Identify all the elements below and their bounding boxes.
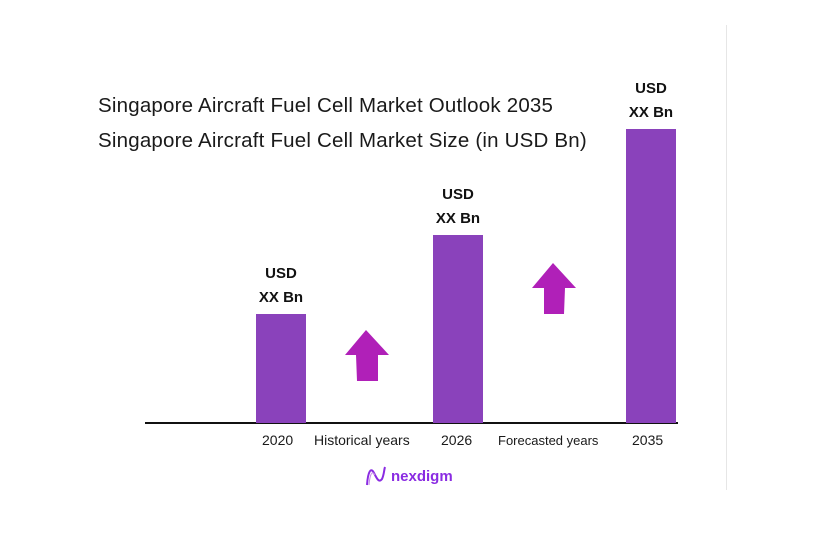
data-label-value: XX Bn <box>435 210 481 227</box>
nexdigm-logo: nexdigm <box>365 465 453 487</box>
data-label-value: XX Bn <box>628 104 674 121</box>
x-tick-2035: 2035 <box>632 432 664 448</box>
up-arrow-icon <box>345 330 389 381</box>
period-label-forecasted: Forecasted years <box>498 433 599 448</box>
x-tick-2020: 2020 <box>262 432 294 448</box>
nexdigm-logo-icon <box>366 466 386 486</box>
data-label-value: XX Bn <box>258 289 304 306</box>
x-axis-line <box>145 422 678 424</box>
data-label-currency: USD <box>442 186 474 203</box>
data-label-currency: USD <box>635 80 667 97</box>
data-label-2026: USD XX Bn <box>418 183 498 231</box>
data-label-currency: USD <box>265 265 297 282</box>
bar-2020 <box>256 314 306 423</box>
divider-line <box>726 25 727 490</box>
data-label-2020: USD XX Bn <box>241 262 321 310</box>
chart-subtitle: Singapore Aircraft Fuel Cell Market Size… <box>98 129 587 152</box>
chart-title: Singapore Aircraft Fuel Cell Market Outl… <box>98 94 554 117</box>
data-label-2035: USD XX Bn <box>611 77 691 125</box>
x-tick-2026: 2026 <box>441 432 473 448</box>
bar-2035 <box>626 129 676 423</box>
period-label-historical: Historical years <box>314 432 410 448</box>
logo-text: nexdigm <box>391 467 453 485</box>
bar-2026 <box>433 235 483 423</box>
up-arrow-icon <box>532 263 576 314</box>
